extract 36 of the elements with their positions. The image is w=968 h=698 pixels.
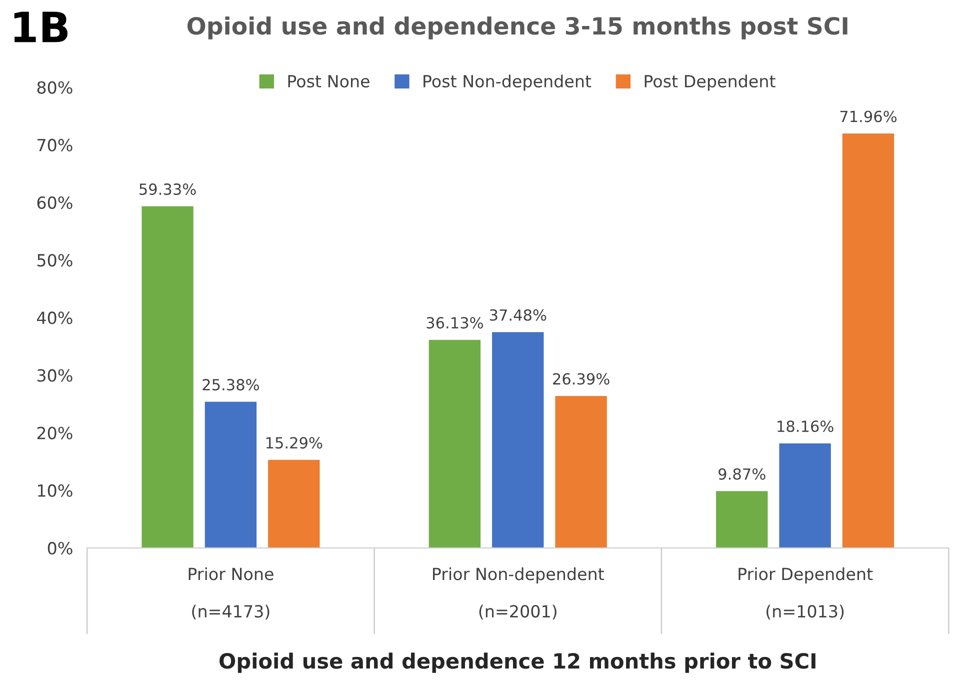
- y-tick-label: 50%: [37, 254, 72, 267]
- bar: [428, 340, 481, 548]
- y-tick-label: 0%: [48, 542, 72, 554]
- data-label: 26.39%: [553, 373, 610, 385]
- bar: [716, 491, 768, 548]
- bar: [779, 443, 831, 548]
- y-tick-label: 60%: [37, 196, 72, 209]
- legend-label: Post Non-dependent: [424, 74, 592, 91]
- y-tick-label: 80%: [37, 81, 72, 94]
- text: 1B: [14, 12, 68, 42]
- category-label: Prior Dependent (n=1013): [738, 567, 873, 620]
- category-label: Prior Non-dependent (n=2001): [433, 567, 604, 620]
- y-tick-label: 30%: [37, 369, 72, 382]
- bar: [492, 332, 544, 548]
- data-label: 15.29%: [266, 437, 322, 449]
- bar: [555, 396, 607, 548]
- data-label: 25.38%: [202, 378, 259, 390]
- data-label: 18.16%: [778, 420, 834, 432]
- data-label: 37.48%: [490, 309, 546, 321]
- y-tick-label: 20%: [37, 426, 72, 440]
- category-label: Prior None (n=4173): [188, 567, 274, 620]
- x-axis-title: Opioid use and dependence 12 months prior to SCI: [219, 652, 816, 673]
- data-label: 59.33%: [140, 183, 196, 195]
- y-tick-label: 10%: [38, 484, 72, 497]
- legend-label: Post None: [288, 75, 370, 88]
- data-label: 9.87%: [718, 468, 766, 480]
- chart-title: Opioid use and dependence 3-15 months post SCI: [187, 16, 848, 40]
- y-tick-label: 40%: [37, 312, 72, 324]
- data-label: 71.96%: [840, 110, 897, 122]
- bar: [842, 134, 894, 548]
- bar: [204, 402, 257, 548]
- y-tick-label: 70%: [38, 138, 72, 152]
- legend-label: Post Dependent: [644, 74, 776, 91]
- bar: [142, 206, 194, 548]
- bar: [268, 460, 320, 548]
- data-label: 36.13%: [426, 317, 483, 329]
